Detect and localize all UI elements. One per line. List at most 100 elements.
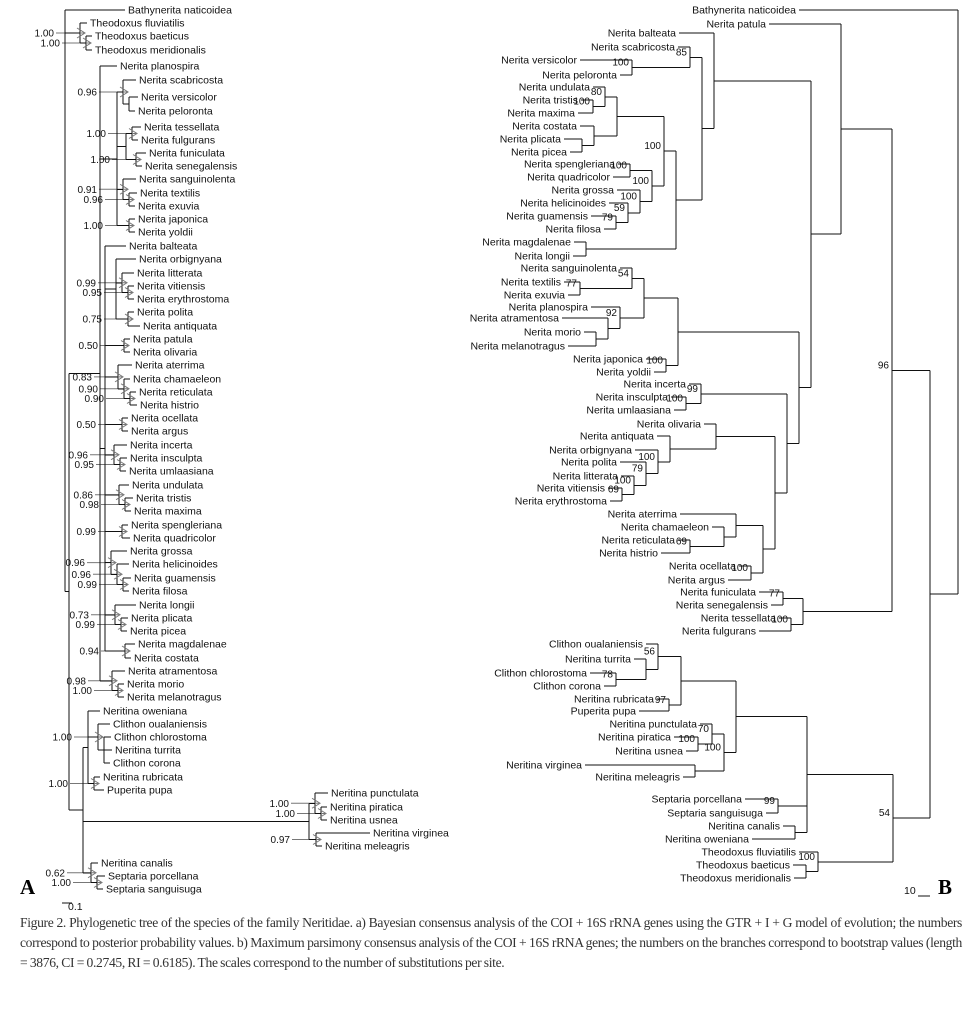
taxon-label: Nerita grossa <box>552 185 615 197</box>
taxon-label: Theodoxus meridionalis <box>680 873 791 885</box>
taxon-label: Nerita orbignyana <box>139 254 222 266</box>
arrowhead-icon <box>115 489 125 501</box>
arrowhead-icon <box>312 834 322 845</box>
arrowhead-icon <box>113 568 123 580</box>
arrowhead-icon <box>124 313 134 325</box>
taxon-label: Nerita longii <box>515 251 570 263</box>
arrowhead-icon <box>311 797 321 809</box>
arrowhead-icon <box>119 183 129 195</box>
taxon-label: Theodoxus baeticus <box>696 860 790 872</box>
taxon-label: Nerita japonica <box>138 214 208 226</box>
taxon-label: Nerita helicinoides <box>520 198 606 210</box>
taxon-label: Septaria sanguisuga <box>667 808 763 820</box>
taxon-label: Clithon chlorostoma <box>114 732 207 744</box>
taxon-label: Nerita costata <box>512 121 577 133</box>
posterior-probability: 0.95 <box>75 460 95 471</box>
bootstrap-value: 69 <box>676 537 688 548</box>
taxon-label: Nerita patula <box>133 334 193 346</box>
taxon-label: Nerita reticulata <box>139 387 213 399</box>
posterior-probability: 0.94 <box>80 647 100 658</box>
arrowhead-icon <box>111 609 121 621</box>
taxon-label: Nerita sanguinolenta <box>139 174 235 186</box>
posterior-probability: 1.00 <box>87 129 107 140</box>
posterior-probability: 0.96 <box>78 88 98 99</box>
bootstrap-value: 100 <box>771 615 788 626</box>
bootstrap-value: 79 <box>602 213 614 224</box>
taxon-label: Neritina oweniana <box>665 834 749 846</box>
taxon-label: Neritina canalis <box>708 821 780 833</box>
taxon-label: Nerita erythrostoma <box>515 496 607 508</box>
taxon-label: Nerita melanotragus <box>127 692 222 704</box>
taxon-label: Nerita guamensis <box>134 573 216 585</box>
taxon-label: Nerita guamensis <box>506 211 588 223</box>
arrowhead-icon <box>82 37 92 49</box>
taxon-label: Nerita maxima <box>507 108 575 120</box>
taxon-label: Nerita yoldii <box>596 367 651 379</box>
scale-label-a: 0.1 <box>68 901 83 910</box>
taxon-label: Nerita filosa <box>132 586 188 598</box>
taxon-label: Nerita umlaasiana <box>586 405 671 417</box>
taxon-label: Nerita antiquata <box>143 321 217 333</box>
taxon-label: Septaria porcellana <box>652 794 743 806</box>
taxon-label: Nerita tristis <box>523 95 578 107</box>
taxon-label: Nerita atramentosa <box>128 666 217 678</box>
taxon-label: Nerita peloronta <box>138 106 213 118</box>
taxon-label: Puperita pupa <box>571 706 637 718</box>
taxon-label: Nerita senegalensis <box>676 600 768 612</box>
posterior-probability: 0.97 <box>271 835 291 846</box>
taxon-label: Nerita ocellata <box>131 413 198 425</box>
taxon-label: Nerita fulgurans <box>682 626 756 638</box>
posterior-probability: 0.90 <box>85 394 105 405</box>
taxon-label: Nerita textilis <box>501 277 561 289</box>
bootstrap-value: 100 <box>614 475 631 486</box>
taxon-label: Clithon chlorostoma <box>494 668 587 680</box>
taxon-label: Nerita histrio <box>140 400 199 412</box>
posterior-probability: 0.83 <box>73 372 93 383</box>
taxon-label: Nerita undulata <box>132 480 203 492</box>
posterior-probability: 0.99 <box>77 527 97 538</box>
taxon-label: Nerita polita <box>561 457 617 469</box>
taxon-label: Nerita reticulata <box>601 535 675 547</box>
taxon-label: Septaria sanguisuga <box>106 884 202 896</box>
taxon-label: Nerita costata <box>134 653 199 665</box>
panel-a-letter: A <box>20 875 36 899</box>
taxon-label: Nerita orbignyana <box>549 445 632 457</box>
arrowhead-icon <box>108 675 118 687</box>
taxon-label: Nerita umlaasiana <box>129 466 214 478</box>
taxon-label: Neritina turrita <box>565 654 631 666</box>
taxon-label: Nerita melanotragus <box>470 341 565 353</box>
bootstrap-value: 100 <box>620 191 637 202</box>
taxon-label: Nerita scabricosta <box>139 75 223 87</box>
posterior-probability: 1.00 <box>270 799 290 810</box>
taxon-label: Nerita exuvia <box>138 201 199 213</box>
taxon-label: Nerita magdalenae <box>482 237 571 249</box>
bootstrap-value: 99 <box>764 796 776 807</box>
taxon-label: Neritina virginea <box>373 828 449 840</box>
bootstrap-value: 99 <box>687 384 699 395</box>
arrowhead-icon <box>76 27 86 39</box>
posterior-probability: 0.96 <box>84 195 104 206</box>
taxon-label: Nerita undulata <box>519 82 590 94</box>
posterior-probability: 0.96 <box>66 558 86 569</box>
bootstrap-value: 77 <box>769 589 781 600</box>
taxon-label: Nerita argus <box>668 575 725 587</box>
taxon-label: Nerita olivaria <box>133 347 197 359</box>
taxon-label: Nerita exuvia <box>504 290 565 302</box>
taxon-label: Nerita senegalensis <box>145 161 237 173</box>
taxon-label: Neritina canalis <box>101 858 173 870</box>
arrowhead-icon <box>87 867 97 879</box>
taxon-label: Nerita ocellata <box>669 561 736 573</box>
taxon-label: Nerita balteata <box>129 241 197 253</box>
posterior-probability: 0.99 <box>76 620 96 631</box>
taxon-label: Nerita spengleriana <box>131 520 222 532</box>
taxon-label: Neritina rubricata <box>103 772 183 784</box>
arrowhead-icon <box>93 877 103 888</box>
taxon-label: Nerita japonica <box>573 354 643 366</box>
taxon-label: Neritina meleagris <box>325 841 410 853</box>
posterior-probability: 1.00 <box>35 29 55 40</box>
taxon-label: Nerita litterata <box>553 471 619 483</box>
arrowhead-icon <box>117 619 127 630</box>
posterior-probability: 0.86 <box>74 490 94 501</box>
taxon-label: Bathynerita naticoidea <box>128 5 232 17</box>
